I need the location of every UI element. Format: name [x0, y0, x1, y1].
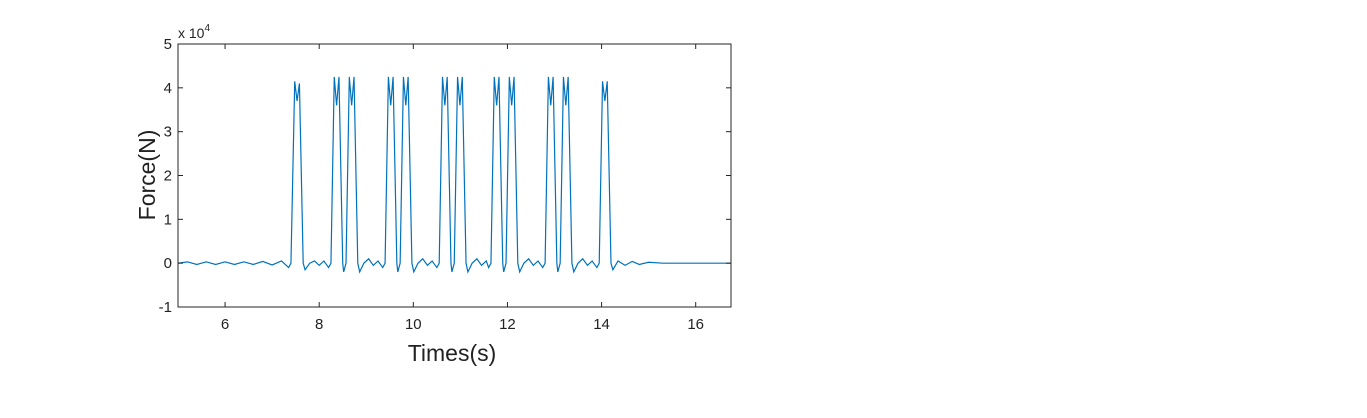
- x-tick-label: 10: [405, 316, 422, 333]
- y-axis-label: Force(N): [134, 130, 160, 221]
- y-tick-label: 3: [164, 124, 172, 141]
- y-tick-label: 4: [164, 80, 172, 97]
- x-tick-label: 6: [221, 316, 229, 333]
- y-tick-label: 5: [164, 36, 172, 53]
- y-multiplier: x 104: [178, 23, 210, 41]
- y-tick-label: -1: [159, 299, 172, 316]
- x-tick-label: 14: [593, 316, 610, 333]
- y-tick-label: 1: [164, 211, 172, 228]
- x-tick-label: 12: [499, 316, 516, 333]
- x-tick-label: 16: [687, 316, 704, 333]
- y-tick-label: 0: [164, 255, 172, 272]
- y-tick-label: 2: [164, 168, 172, 185]
- plot-frame: [177, 43, 732, 308]
- x-axis-label: Times(s): [408, 340, 497, 366]
- x-tick-label: 8: [315, 316, 323, 333]
- data-line: [177, 76, 731, 274]
